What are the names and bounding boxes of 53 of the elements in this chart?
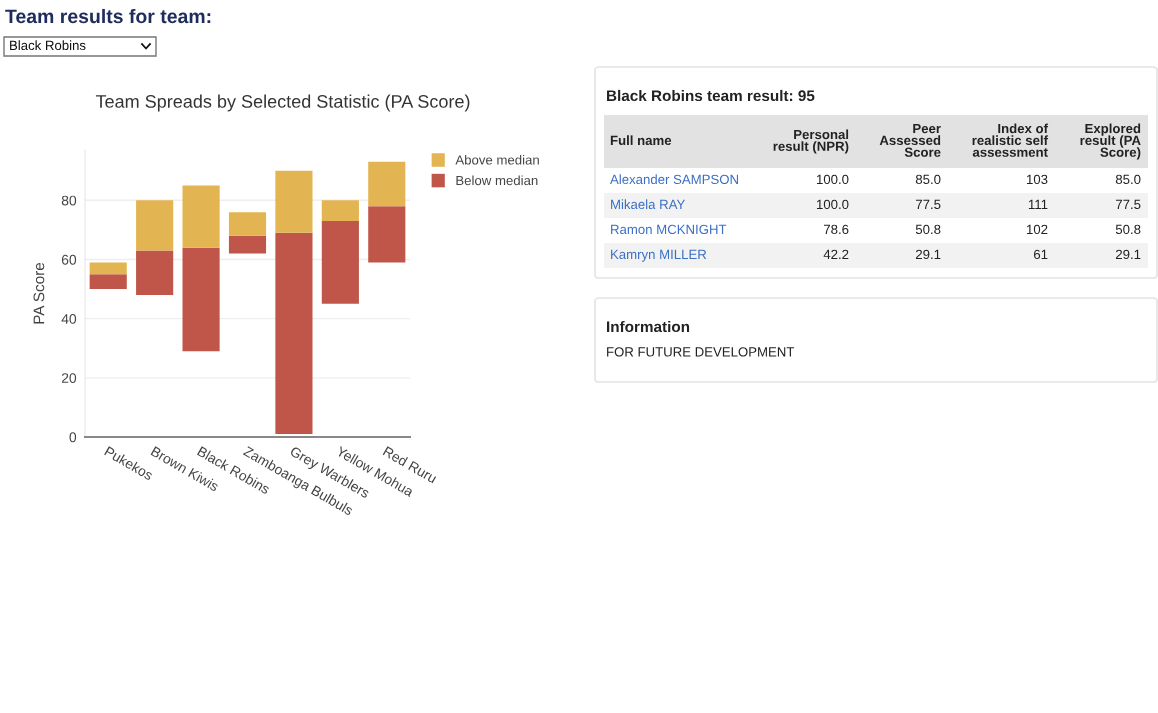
bar [228, 212, 267, 236]
y-tick-label: 0 [69, 432, 77, 443]
bar [228, 235, 267, 254]
text: 85.0 [915, 174, 941, 185]
text: Information [607, 320, 690, 333]
text: FOR FUTURE DEVELOPMENT [607, 347, 795, 357]
bar [368, 161, 406, 207]
text: 77.5 [1116, 199, 1141, 210]
text: Black Robins team result: 95 [607, 89, 815, 102]
text: 100.0 [816, 199, 849, 210]
bar [136, 250, 174, 295]
text: 100.0 [816, 174, 849, 185]
text: 78.6 [824, 224, 849, 235]
y-tick-label: 80 [61, 195, 77, 206]
bar [275, 232, 313, 435]
text: Kamryn MILLER [611, 249, 707, 262]
y-tick-label: 60 [61, 254, 77, 265]
bar [321, 200, 359, 222]
text: Explored result (PA Score) [1080, 123, 1141, 160]
text: Index of realistic self assessment [972, 123, 1049, 157]
legend-label: Above median [455, 154, 539, 165]
text: Alexander SAMPSON [610, 174, 738, 185]
bar [182, 185, 220, 248]
text: 50.8 [1115, 224, 1141, 235]
bar [182, 247, 220, 352]
text: Ramon MCKNIGHT [611, 224, 727, 235]
legend-label: Below median [456, 175, 538, 186]
text: 61 [1034, 249, 1048, 260]
text: Peer Assessed Score [879, 124, 941, 157]
y-axis-title: PA Score [33, 262, 45, 324]
chart-title: Team Spreads by Selected Statistic (PA Score) [95, 94, 470, 112]
text: 111 [1028, 199, 1048, 209]
text: 103 [1026, 174, 1048, 185]
text: Team results for team: [5, 8, 211, 24]
text: 42.2 [823, 249, 849, 259]
text: 77.5 [916, 199, 941, 210]
y-tick-label: 20 [61, 373, 77, 383]
bar [275, 170, 313, 233]
bar [321, 221, 359, 304]
bar [136, 200, 174, 251]
text: Mikaela RAY [611, 199, 685, 210]
y-tick-label: 40 [61, 313, 77, 324]
text: 29.1 [1115, 249, 1141, 260]
bar [89, 262, 127, 275]
text: 85.0 [1115, 174, 1141, 185]
text: 102 [1026, 224, 1048, 235]
text: 50.8 [915, 224, 941, 235]
text: Full name [610, 135, 672, 146]
text: Personal result (NPR) [773, 129, 849, 154]
text: 29.1 [915, 249, 941, 260]
text: Black Robins [10, 40, 86, 51]
bar [368, 206, 406, 263]
bar [89, 274, 127, 290]
